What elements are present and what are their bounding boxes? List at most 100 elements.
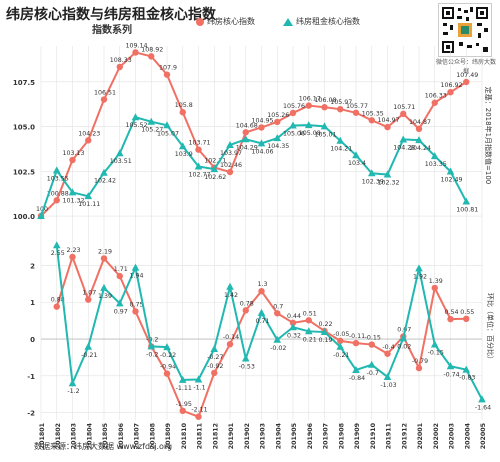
x-tick-label: 201809 (165, 423, 172, 449)
data-point-rent (194, 375, 203, 383)
data-point-rent (352, 151, 360, 159)
x-tick-label: 201906 (307, 422, 314, 449)
x-tick-label: 201908 (338, 423, 345, 449)
data-label: 0.55 (460, 309, 474, 316)
x-tick-label: 202005 (480, 423, 487, 449)
y-axis-label: 定基：2018年1月指数值=100 (484, 87, 493, 185)
data-label: -0.84 (349, 375, 365, 382)
data-point-rent (241, 354, 250, 362)
data-label: 106.17 (299, 96, 321, 103)
legend-label-rent: 纬房租金核心指数 (296, 17, 360, 26)
data-label: 1.3 (257, 281, 267, 288)
data-label: 103.51 (110, 158, 132, 165)
data-label: 108.33 (110, 57, 132, 64)
legend-item-price: 纬房核心指数 (196, 16, 255, 27)
data-point-price (179, 109, 186, 116)
data-point-rent (430, 152, 439, 160)
data-point-rent (115, 149, 124, 157)
x-tick-label: 201812 (212, 423, 219, 449)
data-label: 105.8 (175, 102, 193, 109)
data-label: 0.19 (318, 337, 332, 344)
data-point-price (289, 319, 297, 327)
data-label: -0.22 (160, 352, 176, 359)
data-label: 102.39 (362, 178, 384, 185)
data-label: 0.44 (287, 313, 301, 320)
y-axis-label: 环比（单位：百分比） (486, 293, 495, 363)
data-label: -0.4 (382, 344, 394, 351)
data-label: 2.55 (51, 250, 65, 257)
data-point-rent (367, 169, 376, 177)
data-point-price (463, 315, 470, 322)
data-label: 105.76 (283, 103, 305, 110)
data-point-rent (336, 136, 345, 144)
data-label: 105.35 (362, 110, 384, 117)
data-label: 106.33 (425, 93, 447, 100)
data-label: 1.42 (224, 292, 238, 299)
data-label: 0.32 (287, 332, 301, 339)
data-point-price (211, 369, 218, 377)
data-label: 0.7 (273, 303, 283, 310)
data-label: 104.87 (409, 119, 431, 126)
data-label: 102.71 (204, 158, 226, 165)
x-tick-label: 201907 (323, 423, 330, 449)
data-label: 104.95 (251, 117, 273, 124)
x-tick-label: 201902 (244, 423, 251, 449)
data-point-rent (163, 121, 171, 129)
data-point-price (132, 49, 139, 56)
data-label: -0.27 (207, 354, 223, 361)
data-point-price (85, 296, 92, 303)
x-tick-label: 201901 (228, 423, 235, 449)
legend-item-rent: 纬房租金核心指数 (283, 16, 360, 27)
data-label: 0.75 (129, 301, 143, 308)
data-label: 103.13 (62, 150, 84, 157)
data-point-price (321, 104, 328, 111)
data-label: -0.21 (81, 352, 97, 359)
data-point-price (431, 99, 438, 106)
data-point-rent (84, 192, 93, 200)
data-label: -0.83 (459, 375, 475, 382)
data-point-rent (320, 122, 329, 130)
data-label: 1.07 (82, 290, 96, 297)
data-label: 0.78 (240, 300, 254, 307)
data-label: 103.55 (47, 175, 69, 182)
data-point-price (447, 315, 454, 323)
data-label: 104.23 (78, 130, 100, 137)
data-label: 103.4 (348, 160, 366, 167)
data-label: 105.77 (346, 103, 368, 110)
x-tick-label: 201911 (386, 423, 393, 449)
data-point-rent (163, 343, 171, 351)
x-tick-label: 201810 (181, 422, 188, 449)
data-point-price (100, 96, 108, 103)
x-tick-label: 201803 (71, 423, 78, 449)
data-point-price (384, 350, 391, 357)
data-point-price (258, 288, 265, 295)
data-point-price (352, 339, 360, 347)
data-label: -0.79 (412, 358, 428, 365)
data-label: -0.14 (223, 334, 239, 341)
data-point-rent (430, 340, 439, 348)
data-point-price (116, 63, 123, 71)
data-label: 108.92 (141, 46, 163, 53)
data-label: 105.01 (314, 131, 336, 138)
data-label: 104.29 (236, 144, 258, 151)
data-point-rent (415, 264, 423, 272)
data-label: 105.27 (141, 127, 163, 134)
data-label: 0.22 (318, 321, 332, 328)
legend-label-price: 纬房核心指数 (207, 17, 255, 26)
data-point-price (116, 272, 123, 280)
data-point-price (274, 310, 281, 317)
data-label: 101.11 (78, 201, 100, 208)
y-tick-label: 2 (30, 262, 35, 270)
data-label: 104.06 (251, 148, 273, 155)
series-line-rent (40, 116, 468, 217)
data-label: 0.51 (303, 310, 317, 317)
data-point-rent (147, 342, 156, 350)
data-point-rent (68, 188, 77, 196)
data-label: 104.68 (236, 122, 258, 129)
data-point-rent (399, 135, 408, 143)
data-label: -0.2 (146, 351, 158, 358)
data-label: -1.2 (67, 388, 79, 395)
data-label: 102.46 (220, 162, 242, 169)
